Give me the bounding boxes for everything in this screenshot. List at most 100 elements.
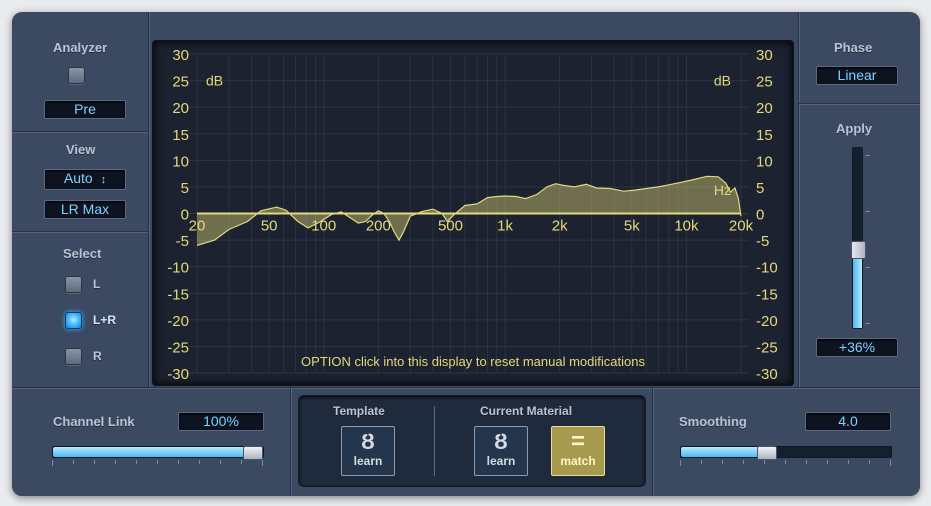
left-panel-edge (148, 12, 149, 387)
db-tick-label-right: 10 (756, 153, 773, 170)
view-mode-select[interactable]: Auto ↕ (44, 169, 126, 190)
db-tick-label-right: 0 (756, 207, 764, 224)
current-material-learn-button[interactable]: Ȣ learn (474, 426, 528, 476)
phase-select[interactable]: Linear (816, 66, 898, 85)
db-tick-label-right: 25 (756, 74, 773, 91)
select-lr-button[interactable] (65, 312, 82, 329)
apply-slider-fill (853, 243, 862, 328)
select-l-button[interactable] (65, 276, 82, 293)
db-tick-label-left: 10 (172, 153, 189, 170)
match-button[interactable]: = match (551, 426, 605, 476)
db-tick-label-left: -15 (167, 286, 189, 303)
db-tick-label-left: 0 (181, 207, 189, 224)
db-tick-label-right: -20 (756, 313, 778, 330)
smoothing-label: Smoothing (679, 414, 747, 429)
channel-link-value-field[interactable]: 100% (178, 412, 264, 431)
db-tick-label-right: 15 (756, 127, 773, 144)
bottom-left-divider (290, 388, 291, 496)
template-learn-button[interactable]: Ȣ learn (341, 426, 395, 476)
db-tick-label-left: 5 (181, 180, 189, 197)
current-material-label: Current Material (480, 404, 573, 418)
db-tick-label-left: 25 (172, 74, 189, 91)
db-tick-label-right: -15 (756, 286, 778, 303)
template-learn-label: learn (353, 454, 383, 468)
db-tick-label-left: 15 (172, 127, 189, 144)
analyzer-label: Analyzer (53, 40, 108, 55)
db-tick-label-right: -25 (756, 339, 778, 356)
current-material-learn-label: learn (486, 454, 516, 468)
db-unit-right: dB (714, 73, 731, 89)
view-channel-field[interactable]: LR Max (44, 200, 126, 219)
select-r-label: R (93, 349, 102, 363)
db-tick-label-left: -30 (167, 366, 189, 383)
freq-tick-label: 10k (674, 218, 699, 235)
db-tick-label-left: -25 (167, 339, 189, 356)
db-tick-label-right: 30 (756, 47, 773, 64)
smoothing-slider-knob[interactable] (757, 446, 777, 460)
right-divider (799, 103, 920, 104)
db-tick-label-right: 20 (756, 100, 773, 117)
smoothing-ticks (680, 460, 892, 466)
freq-tick-label: 200 (366, 218, 391, 235)
channel-link-slider[interactable] (52, 446, 264, 460)
freq-tick-label: 2k (552, 218, 568, 235)
db-tick-label-left: -20 (167, 313, 189, 330)
ear-icon: Ȣ (494, 429, 508, 454)
freq-tick-label: 50 (261, 218, 278, 235)
apply-slider[interactable] (851, 147, 866, 329)
updown-arrows-icon: ↕ (100, 174, 107, 186)
bottom-right-divider (652, 388, 653, 496)
db-tick-label-right: -30 (756, 366, 778, 383)
channel-link-ticks (52, 460, 264, 466)
left-divider-2 (12, 231, 148, 232)
select-lr-label: L+R (93, 313, 117, 327)
bottom-divider (12, 387, 920, 388)
template-label: Template (333, 404, 385, 418)
apply-ticks (865, 155, 871, 325)
channel-link-label: Channel Link (53, 414, 135, 429)
db-tick-label-left: -10 (167, 260, 189, 277)
eq-display[interactable]: 30 30 25 25 20 20 15 15 10 10 5 5 0 0 -5 -5 -10 -10 -15 -15… (152, 40, 794, 386)
smoothing-slider-fill (681, 447, 767, 457)
db-tick-label-left: 20 (172, 100, 189, 117)
smoothing-value-field[interactable]: 4.0 (805, 412, 891, 431)
ear-icon: Ȣ (361, 429, 375, 454)
db-tick-label-right: -5 (756, 233, 769, 250)
apply-label: Apply (836, 121, 873, 136)
freq-tick-label: 5k (624, 218, 640, 235)
learn-panel: Template Ȣ learn Current Material Ȣ lear… (298, 395, 646, 487)
freq-tick-label: 20 (189, 218, 206, 235)
apply-slider-knob[interactable] (851, 241, 866, 259)
select-r-button[interactable] (65, 348, 82, 365)
freq-tick-label: 100 (311, 218, 336, 235)
db-tick-label-right: -10 (756, 260, 778, 277)
analyzer-position-field[interactable]: Pre (44, 100, 126, 119)
left-divider-1 (12, 131, 148, 132)
db-tick-label-left: 30 (172, 47, 189, 64)
channel-link-slider-fill (53, 447, 253, 457)
select-label: Select (63, 246, 102, 261)
analyzer-toggle[interactable] (68, 67, 85, 84)
channel-link-slider-knob[interactable] (243, 446, 263, 460)
match-label: match (560, 454, 596, 468)
db-unit-left: dB (206, 73, 223, 89)
equals-icon: = (570, 428, 585, 455)
apply-value-field[interactable]: +36% (816, 338, 898, 357)
view-mode-value: Auto (63, 170, 93, 186)
freq-tick-label: 500 (438, 218, 463, 235)
freq-tick-label: 20k (729, 218, 754, 235)
learn-panel-divider (433, 406, 434, 476)
curve-line (196, 175, 742, 246)
view-label: View (66, 142, 96, 157)
select-l-label: L (93, 277, 101, 291)
match-eq-window: Analyzer Pre View Auto ↕ LR Max Select L… (12, 12, 920, 496)
smoothing-slider[interactable] (680, 446, 892, 460)
hz-unit: Hz (714, 182, 731, 198)
curve-fill (197, 176, 741, 246)
phase-label: Phase (834, 40, 873, 55)
reset-hint-text: OPTION click into this display to reset … (301, 354, 645, 369)
freq-tick-label: 1k (497, 218, 513, 235)
right-panel-edge (798, 12, 799, 387)
